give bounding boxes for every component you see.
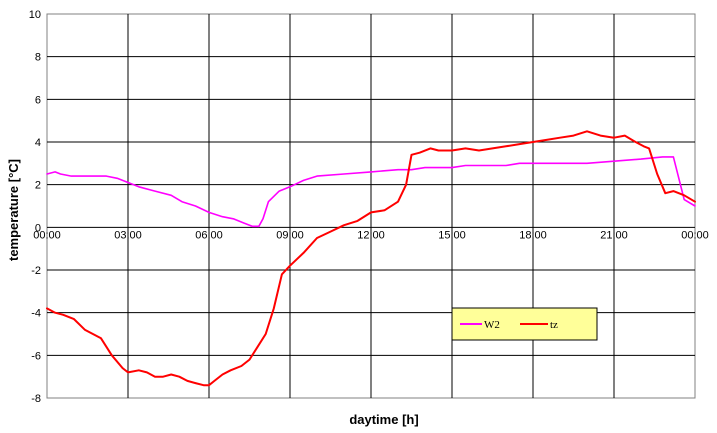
y-tick-label: 2 [35, 180, 41, 192]
x-tick-label: 06:00 [195, 229, 223, 241]
y-tick-label: 10 [29, 9, 41, 21]
y-tick-label: -8 [31, 393, 41, 405]
x-tick-label: 03:00 [114, 229, 142, 241]
x-axis-ticks: 00:00 03:00 06:00 09:00 12:00 15:00 18:00 21:00… [33, 229, 709, 241]
y-tick-label: 0 [35, 222, 41, 234]
y-tick-label: 8 [35, 52, 41, 64]
y-tick-label: -2 [31, 265, 41, 277]
x-tick-label: 15:00 [438, 229, 466, 241]
legend-label-tz: tz [550, 319, 558, 331]
y-tick-label: 4 [35, 137, 41, 149]
gridlines [47, 14, 695, 398]
y-axis-ticks: -8 -6 -4 -2 0 2 4 6 8 10 [29, 9, 41, 405]
x-tick-label: 09:00 [276, 229, 304, 241]
series-lines [46, 130, 696, 387]
x-tick-label: 00:00 [33, 229, 61, 241]
x-tick-label: 00:00 [681, 229, 709, 241]
series-line-tz [46, 130, 696, 387]
x-tick-label: 12:00 [357, 229, 385, 241]
y-tick-label: -6 [31, 350, 41, 362]
x-tick-label: 21:00 [600, 229, 628, 241]
y-axis-title: temperature [°C] [6, 159, 21, 261]
legend-label-w2: W2 [484, 319, 500, 331]
x-axis-title: daytime [h] [349, 412, 418, 427]
y-tick-label: 6 [35, 94, 41, 106]
x-tick-label: 18:00 [519, 229, 547, 241]
series-line-w2 [46, 156, 696, 228]
y-tick-label: -4 [31, 308, 41, 320]
legend: W2 tz [451, 307, 598, 341]
